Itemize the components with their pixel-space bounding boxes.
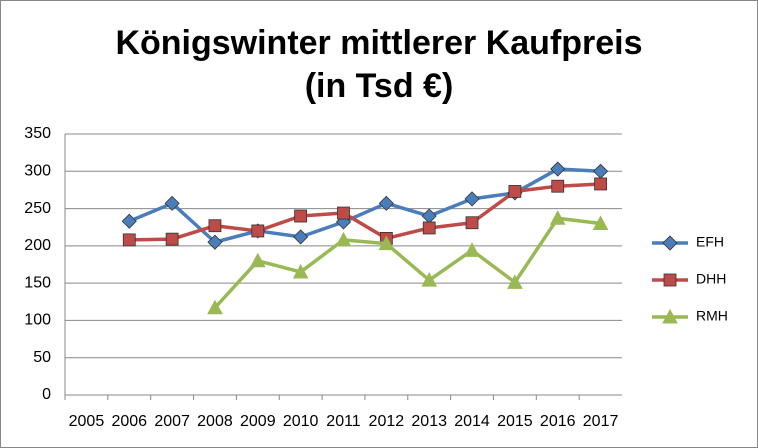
- data-point: [208, 219, 222, 233]
- data-point: [464, 242, 480, 257]
- legend-label: DHH: [696, 271, 726, 287]
- data-point: [549, 210, 566, 225]
- y-tick-label: 0: [42, 386, 51, 403]
- chart-title: Königswinter mittlerer Kaufpreis: [115, 24, 642, 62]
- data-point: [551, 179, 565, 193]
- data-point: [464, 191, 480, 207]
- data-point: [378, 235, 395, 251]
- x-tick-label: 2005: [69, 413, 105, 430]
- y-tick-label: 300: [24, 163, 51, 180]
- legend-label: EFH: [696, 234, 724, 250]
- data-point: [594, 177, 607, 191]
- legend-marker: [662, 308, 678, 324]
- data-point: [294, 209, 308, 223]
- y-tick-label: 150: [24, 274, 51, 291]
- legend-label: RMH: [696, 308, 728, 324]
- data-point: [337, 206, 350, 220]
- x-tick-label: 2010: [283, 413, 319, 430]
- data-point: [121, 213, 137, 229]
- chart-title: (in Tsd €): [305, 67, 454, 105]
- legend-marker: [662, 235, 678, 251]
- x-tick-label: 2007: [154, 413, 190, 430]
- data-point: [335, 214, 352, 230]
- y-tick-label: 350: [24, 125, 51, 142]
- y-tick-label: 50: [33, 349, 51, 366]
- data-point: [422, 221, 436, 235]
- y-tick-label: 200: [24, 237, 51, 254]
- x-tick-label: 2017: [583, 413, 619, 430]
- x-tick-label: 2012: [369, 413, 405, 430]
- data-point: [550, 161, 566, 177]
- data-point: [207, 299, 223, 315]
- x-tick-label: 2013: [411, 413, 447, 430]
- series-line: [129, 182, 601, 242]
- data-point: [207, 234, 223, 250]
- legend-marker: [663, 273, 677, 287]
- data-point: [378, 195, 394, 211]
- data-point: [293, 229, 309, 245]
- data-point: [592, 215, 609, 230]
- x-tick-label: 2006: [111, 413, 147, 430]
- x-tick-label: 2014: [454, 413, 490, 430]
- data-point: [251, 224, 265, 238]
- data-point: [421, 272, 438, 287]
- data-point: [507, 274, 523, 289]
- data-point: [249, 252, 266, 268]
- x-tick-label: 2016: [540, 413, 576, 430]
- x-tick-label: 2015: [497, 413, 533, 430]
- data-point: [335, 231, 352, 247]
- series-line: [213, 216, 601, 309]
- y-tick-label: 250: [24, 200, 51, 217]
- data-point: [465, 216, 479, 230]
- y-tick-label: 100: [24, 312, 51, 329]
- x-tick-label: 2008: [197, 413, 233, 430]
- x-tick-label: 2009: [240, 413, 276, 430]
- data-point: [292, 263, 309, 279]
- data-point: [508, 185, 522, 198]
- x-tick-label: 2011: [326, 413, 361, 430]
- data-point: [165, 232, 179, 246]
- data-point: [122, 233, 136, 247]
- data-point: [164, 195, 180, 211]
